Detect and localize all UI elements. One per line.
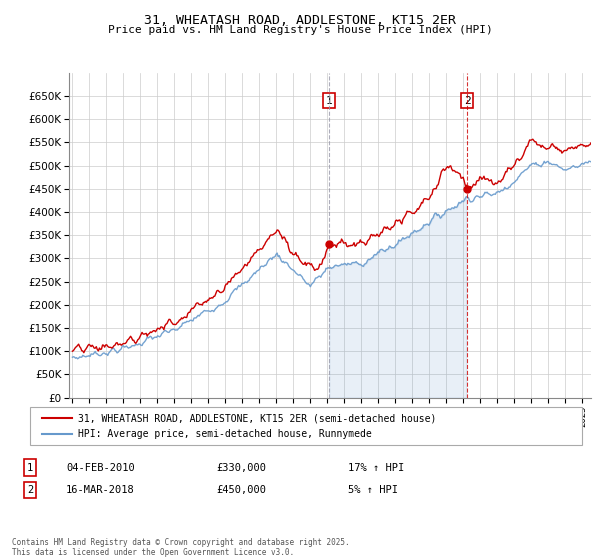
Text: 2: 2 (464, 96, 470, 106)
Text: 1: 1 (27, 463, 33, 473)
Text: £330,000: £330,000 (216, 463, 266, 473)
Text: 1: 1 (326, 96, 332, 106)
Text: £450,000: £450,000 (216, 485, 266, 495)
Text: 2: 2 (27, 485, 33, 495)
Text: 5% ↑ HPI: 5% ↑ HPI (348, 485, 398, 495)
Text: HPI: Average price, semi-detached house, Runnymede: HPI: Average price, semi-detached house,… (78, 429, 372, 439)
Text: Contains HM Land Registry data © Crown copyright and database right 2025.
This d: Contains HM Land Registry data © Crown c… (12, 538, 350, 557)
Text: 31, WHEATASH ROAD, ADDLESTONE, KT15 2ER: 31, WHEATASH ROAD, ADDLESTONE, KT15 2ER (144, 14, 456, 27)
Text: 16-MAR-2018: 16-MAR-2018 (66, 485, 135, 495)
Text: 31, WHEATASH ROAD, ADDLESTONE, KT15 2ER (semi-detached house): 31, WHEATASH ROAD, ADDLESTONE, KT15 2ER … (78, 413, 436, 423)
Text: Price paid vs. HM Land Registry's House Price Index (HPI): Price paid vs. HM Land Registry's House … (107, 25, 493, 35)
Text: 04-FEB-2010: 04-FEB-2010 (66, 463, 135, 473)
Text: 17% ↑ HPI: 17% ↑ HPI (348, 463, 404, 473)
